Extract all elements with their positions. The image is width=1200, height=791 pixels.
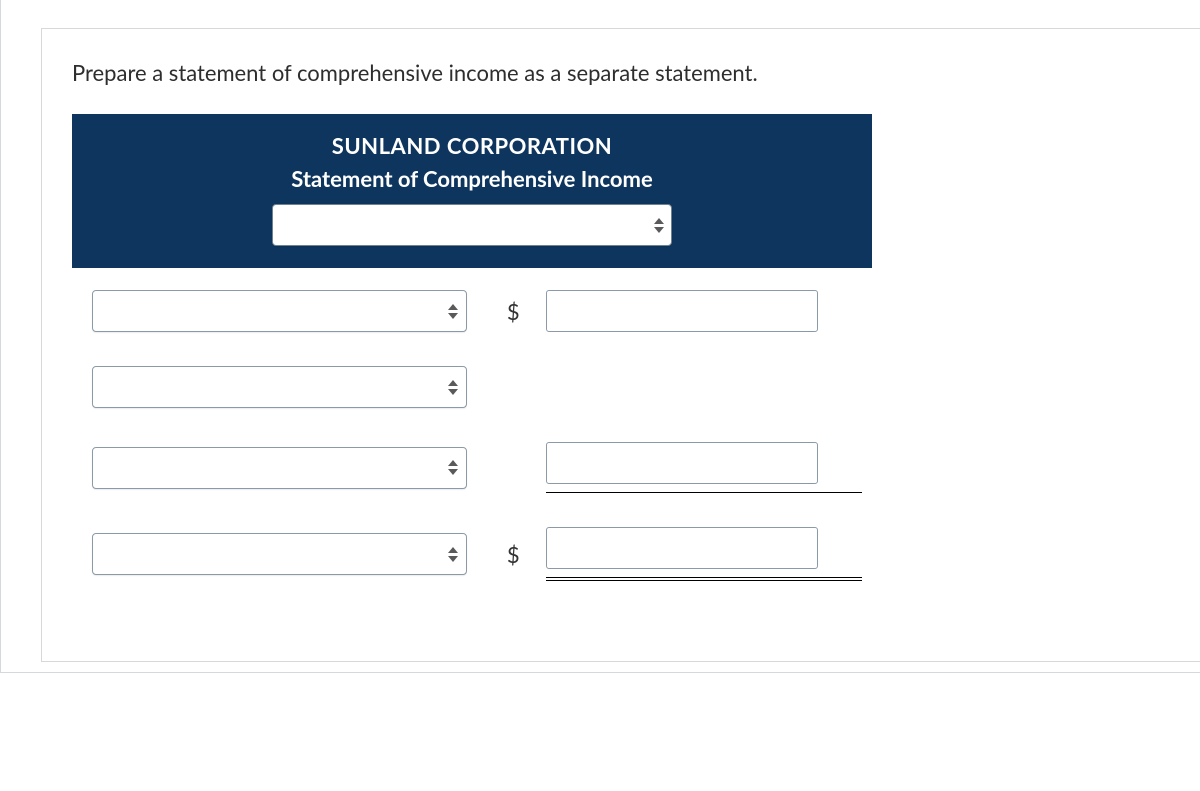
amount-cell xyxy=(546,442,862,493)
single-underline xyxy=(546,492,862,493)
account-combo[interactable] xyxy=(92,533,467,575)
period-input[interactable] xyxy=(273,205,645,245)
period-select-row xyxy=(92,204,852,246)
period-combo[interactable] xyxy=(272,204,672,246)
statement-title: Statement of Comprehensive Income xyxy=(92,165,852,192)
chevron-down-icon xyxy=(448,313,458,319)
spinner-icon[interactable] xyxy=(645,205,671,245)
line-row xyxy=(92,366,862,408)
chevron-up-icon xyxy=(448,380,458,386)
line-row: $ xyxy=(92,527,862,581)
chevron-up-icon xyxy=(448,304,458,310)
outer-frame: Prepare a statement of comprehensive inc… xyxy=(0,0,1200,673)
chevron-down-icon xyxy=(654,227,664,233)
amount-input[interactable] xyxy=(546,527,818,569)
currency-symbol: $ xyxy=(507,541,537,568)
currency-symbol: $ xyxy=(507,298,537,325)
company-name: SUNLAND CORPORATION xyxy=(92,132,852,159)
amount-input[interactable] xyxy=(546,442,818,484)
account-combo[interactable] xyxy=(92,366,467,408)
account-input[interactable] xyxy=(93,448,440,488)
statement-header: SUNLAND CORPORATION Statement of Compreh… xyxy=(72,114,872,268)
amount-cell xyxy=(546,527,862,581)
statement-rows: $ xyxy=(72,268,872,601)
chevron-down-icon xyxy=(448,389,458,395)
statement-container: SUNLAND CORPORATION Statement of Compreh… xyxy=(72,114,872,601)
instruction-text: Prepare a statement of comprehensive inc… xyxy=(72,59,1180,86)
spinner-icon[interactable] xyxy=(440,367,466,407)
chevron-down-icon xyxy=(448,469,458,475)
question-panel: Prepare a statement of comprehensive inc… xyxy=(41,28,1200,662)
line-row: $ xyxy=(92,290,862,332)
amount-input[interactable] xyxy=(546,290,818,332)
top-gap xyxy=(1,0,1200,8)
chevron-up-icon xyxy=(448,460,458,466)
account-combo[interactable] xyxy=(92,290,467,332)
chevron-down-icon xyxy=(448,556,458,562)
account-input[interactable] xyxy=(93,534,440,574)
account-input[interactable] xyxy=(93,291,440,331)
double-underline xyxy=(546,577,862,581)
chevron-up-icon xyxy=(448,547,458,553)
spinner-icon[interactable] xyxy=(440,291,466,331)
spinner-icon[interactable] xyxy=(440,448,466,488)
spinner-icon[interactable] xyxy=(440,534,466,574)
account-input[interactable] xyxy=(93,367,440,407)
chevron-up-icon xyxy=(654,218,664,224)
line-row xyxy=(92,442,862,493)
account-combo[interactable] xyxy=(92,447,467,489)
amount-cell xyxy=(546,290,862,332)
